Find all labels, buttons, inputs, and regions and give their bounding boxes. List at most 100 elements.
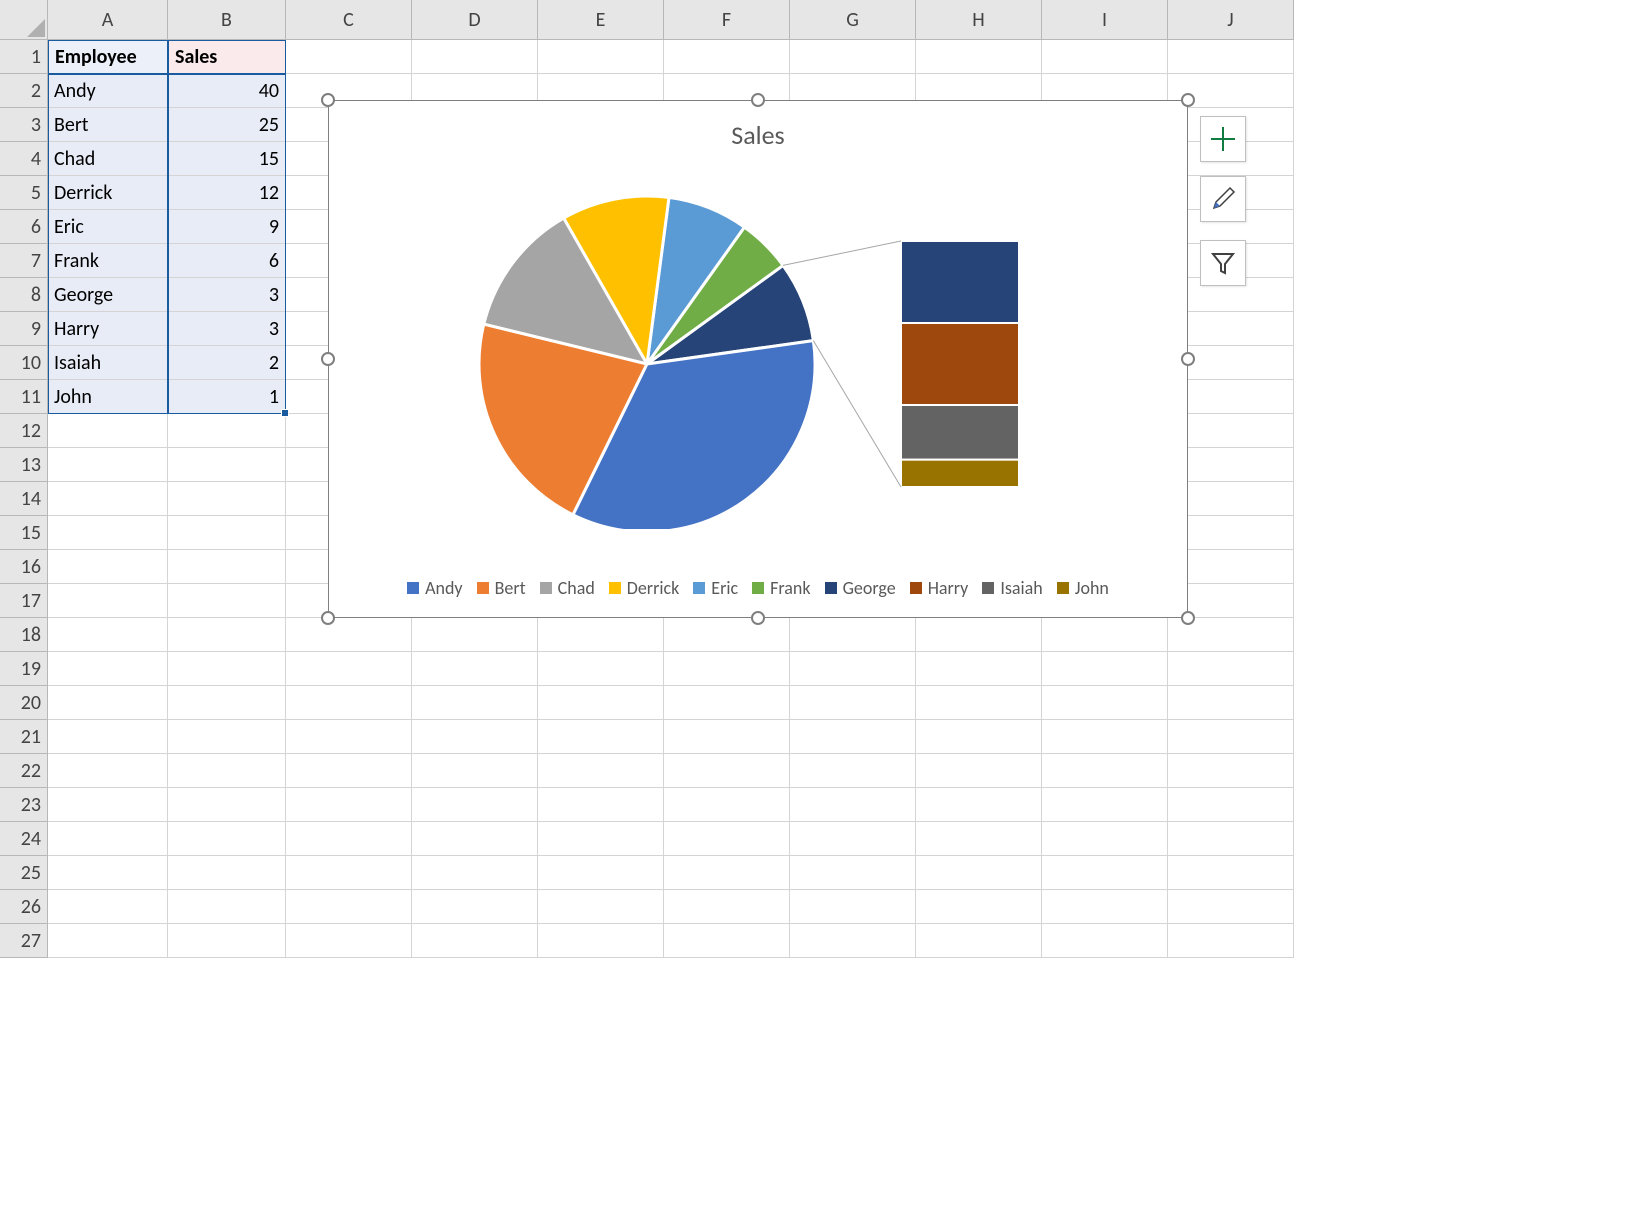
chart-styles-button[interactable]	[1200, 176, 1246, 222]
cell-I26[interactable]	[1042, 890, 1168, 924]
cell-B14[interactable]	[168, 482, 286, 516]
legend-item-george[interactable]: George	[825, 577, 896, 599]
cell-D24[interactable]	[412, 822, 538, 856]
cell-B20[interactable]	[168, 686, 286, 720]
cell-B2[interactable]: 40	[168, 74, 286, 108]
cell-B12[interactable]	[168, 414, 286, 448]
row-header-10[interactable]: 10	[0, 346, 48, 380]
cell-C23[interactable]	[286, 788, 412, 822]
cell-J20[interactable]	[1168, 686, 1294, 720]
cell-J27[interactable]	[1168, 924, 1294, 958]
cell-B16[interactable]	[168, 550, 286, 584]
cell-E22[interactable]	[538, 754, 664, 788]
cell-H1[interactable]	[916, 40, 1042, 74]
cell-A8[interactable]: George	[48, 278, 168, 312]
cell-H26[interactable]	[916, 890, 1042, 924]
cell-A17[interactable]	[48, 584, 168, 618]
cell-B8[interactable]: 3	[168, 278, 286, 312]
cell-J24[interactable]	[1168, 822, 1294, 856]
cell-A13[interactable]	[48, 448, 168, 482]
chart-resize-handle-2[interactable]	[1181, 93, 1195, 107]
cell-J1[interactable]	[1168, 40, 1294, 74]
row-header-22[interactable]: 22	[0, 754, 48, 788]
cell-B5[interactable]: 12	[168, 176, 286, 210]
cell-G25[interactable]	[790, 856, 916, 890]
cell-G26[interactable]	[790, 890, 916, 924]
cell-D18[interactable]	[412, 618, 538, 652]
cell-C25[interactable]	[286, 856, 412, 890]
cell-B1[interactable]: Sales	[168, 40, 286, 74]
cell-G19[interactable]	[790, 652, 916, 686]
cell-A18[interactable]	[48, 618, 168, 652]
row-header-5[interactable]: 5	[0, 176, 48, 210]
cell-G18[interactable]	[790, 618, 916, 652]
column-header-b[interactable]: B	[168, 0, 286, 40]
cell-B6[interactable]: 9	[168, 210, 286, 244]
cell-A3[interactable]: Bert	[48, 108, 168, 142]
cell-J21[interactable]	[1168, 720, 1294, 754]
cell-B13[interactable]	[168, 448, 286, 482]
cell-G22[interactable]	[790, 754, 916, 788]
cell-C21[interactable]	[286, 720, 412, 754]
cell-F22[interactable]	[664, 754, 790, 788]
legend-item-john[interactable]: John	[1057, 577, 1109, 599]
cell-F24[interactable]	[664, 822, 790, 856]
chart-resize-handle-6[interactable]	[751, 611, 765, 625]
cell-E26[interactable]	[538, 890, 664, 924]
cell-B26[interactable]	[168, 890, 286, 924]
bar-segment-john[interactable]	[901, 460, 1019, 487]
column-header-d[interactable]: D	[412, 0, 538, 40]
cell-F19[interactable]	[664, 652, 790, 686]
row-header-4[interactable]: 4	[0, 142, 48, 176]
chart-elements-button[interactable]	[1200, 116, 1246, 162]
cell-H21[interactable]	[916, 720, 1042, 754]
cell-J26[interactable]	[1168, 890, 1294, 924]
row-header-14[interactable]: 14	[0, 482, 48, 516]
cell-C18[interactable]	[286, 618, 412, 652]
cell-A9[interactable]: Harry	[48, 312, 168, 346]
row-header-7[interactable]: 7	[0, 244, 48, 278]
cell-H19[interactable]	[916, 652, 1042, 686]
cell-G23[interactable]	[790, 788, 916, 822]
row-header-20[interactable]: 20	[0, 686, 48, 720]
cell-E18[interactable]	[538, 618, 664, 652]
fill-handle[interactable]	[281, 409, 289, 417]
cell-D21[interactable]	[412, 720, 538, 754]
cell-H18[interactable]	[916, 618, 1042, 652]
legend-item-andy[interactable]: Andy	[407, 577, 462, 599]
column-header-g[interactable]: G	[790, 0, 916, 40]
row-header-8[interactable]: 8	[0, 278, 48, 312]
cell-A20[interactable]	[48, 686, 168, 720]
cell-A16[interactable]	[48, 550, 168, 584]
cell-A12[interactable]	[48, 414, 168, 448]
cell-D26[interactable]	[412, 890, 538, 924]
row-header-1[interactable]: 1	[0, 40, 48, 74]
cell-E19[interactable]	[538, 652, 664, 686]
cell-F27[interactable]	[664, 924, 790, 958]
chart-resize-handle-7[interactable]	[1181, 611, 1195, 625]
cell-H20[interactable]	[916, 686, 1042, 720]
row-header-18[interactable]: 18	[0, 618, 48, 652]
cell-B10[interactable]: 2	[168, 346, 286, 380]
cell-A1[interactable]: Employee	[48, 40, 168, 74]
cell-C19[interactable]	[286, 652, 412, 686]
row-header-16[interactable]: 16	[0, 550, 48, 584]
cell-B24[interactable]	[168, 822, 286, 856]
row-header-17[interactable]: 17	[0, 584, 48, 618]
cell-G20[interactable]	[790, 686, 916, 720]
cell-D25[interactable]	[412, 856, 538, 890]
cell-A2[interactable]: Andy	[48, 74, 168, 108]
cell-J19[interactable]	[1168, 652, 1294, 686]
cell-D23[interactable]	[412, 788, 538, 822]
cell-D1[interactable]	[412, 40, 538, 74]
column-header-e[interactable]: E	[538, 0, 664, 40]
cell-B25[interactable]	[168, 856, 286, 890]
row-header-6[interactable]: 6	[0, 210, 48, 244]
bar-segment-george[interactable]	[901, 241, 1019, 323]
row-header-26[interactable]: 26	[0, 890, 48, 924]
cell-D27[interactable]	[412, 924, 538, 958]
column-header-f[interactable]: F	[664, 0, 790, 40]
cell-G21[interactable]	[790, 720, 916, 754]
row-header-21[interactable]: 21	[0, 720, 48, 754]
row-header-13[interactable]: 13	[0, 448, 48, 482]
